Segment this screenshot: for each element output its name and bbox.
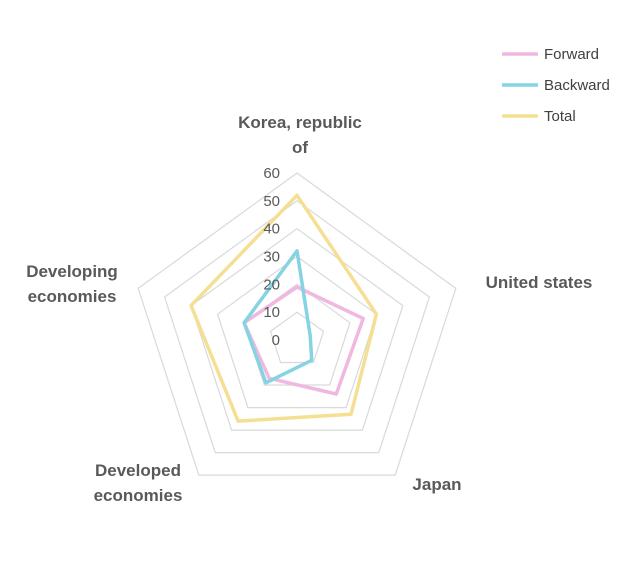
tick-labels: 0 10 20 30 40 50 60 xyxy=(263,165,280,349)
series-backward-line xyxy=(242,249,314,385)
tick-label: 20 xyxy=(263,276,280,293)
legend-label-total: Total xyxy=(544,108,576,125)
grid-ring-30 xyxy=(216,255,378,409)
grid-ring-50 xyxy=(163,200,431,454)
axis-label: United states xyxy=(486,273,593,292)
tick-label: 10 xyxy=(263,304,280,321)
axis-label: Developing economies xyxy=(26,262,118,306)
axis-label: Korea, republic of xyxy=(238,113,362,157)
series-forward-line xyxy=(242,285,365,396)
tick-label: 50 xyxy=(263,193,280,210)
tick-label: 0 xyxy=(272,332,280,349)
legend: Forward Backward Total xyxy=(502,46,610,125)
series-total-line xyxy=(189,193,379,423)
tick-label: 60 xyxy=(263,165,280,182)
grid-ring-40 xyxy=(190,227,404,431)
tick-label: 30 xyxy=(263,249,280,266)
series-layer xyxy=(189,193,379,423)
axis-label: Developed economies xyxy=(94,461,183,505)
axis-labels: Korea, republic of United states Japan Devel… xyxy=(26,113,592,505)
grid-ring-60 xyxy=(137,172,457,476)
legend-label-backward: Backward xyxy=(544,77,610,94)
radar-grid xyxy=(137,172,457,476)
axis-label: Japan xyxy=(412,475,461,494)
legend-label-forward: Forward xyxy=(544,46,599,63)
tick-label: 40 xyxy=(263,221,280,238)
grid-ring-10 xyxy=(269,311,325,364)
